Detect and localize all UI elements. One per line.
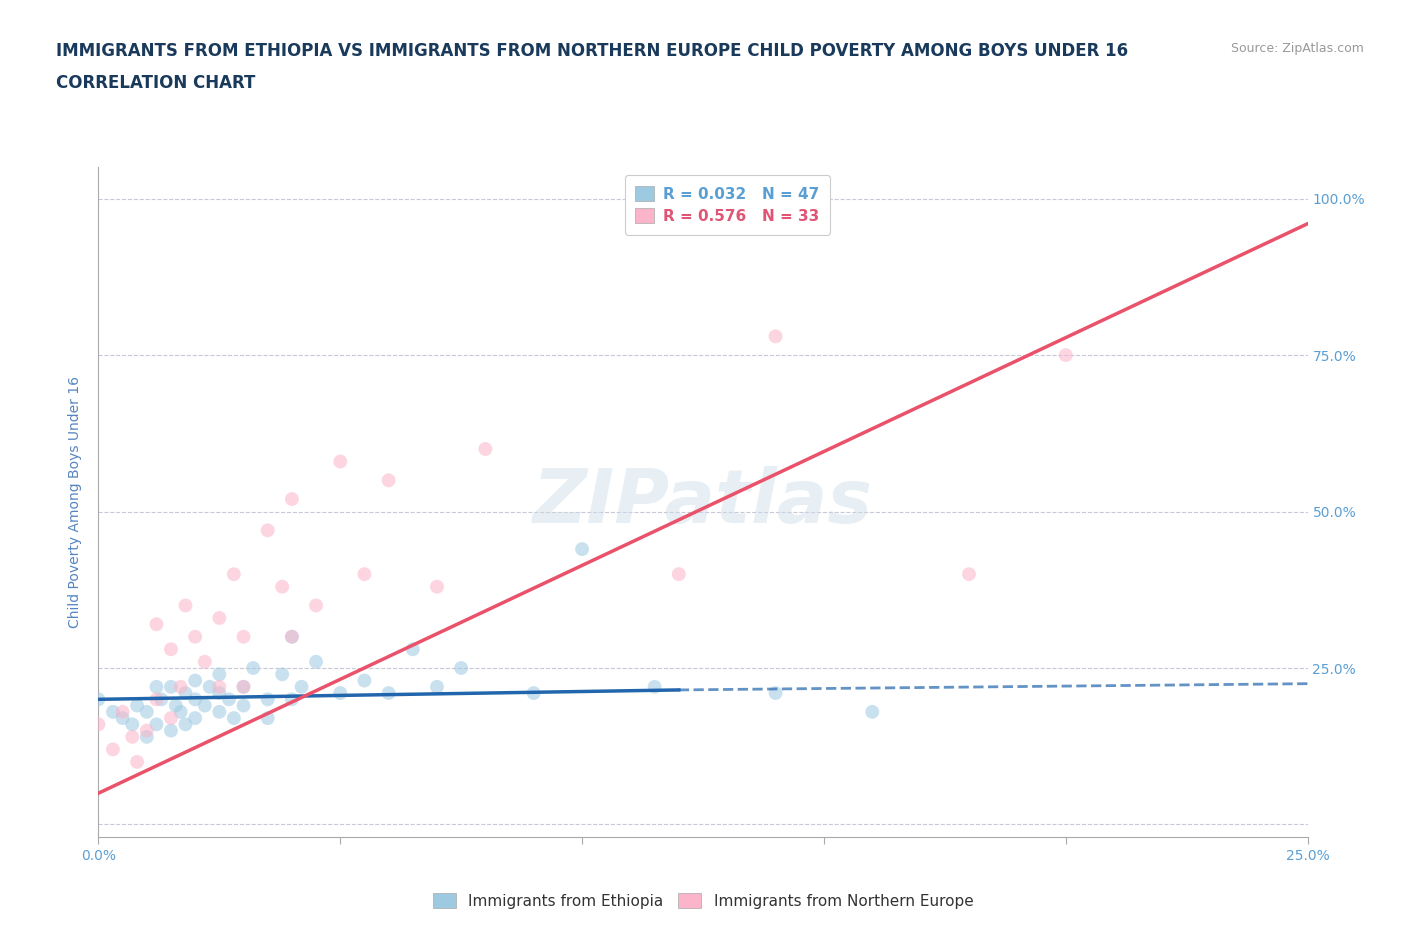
Point — [232, 680, 254, 695]
Point — [271, 667, 294, 682]
Point — [174, 685, 197, 700]
Point — [184, 692, 207, 707]
Point — [145, 617, 167, 631]
Point — [377, 472, 399, 487]
Text: ZIPatlas: ZIPatlas — [533, 466, 873, 538]
Point — [150, 692, 173, 707]
Point — [232, 680, 254, 695]
Point — [281, 692, 304, 707]
Point — [169, 680, 191, 695]
Text: Source: ZipAtlas.com: Source: ZipAtlas.com — [1230, 42, 1364, 55]
Point — [160, 680, 183, 695]
Point — [860, 704, 883, 719]
Point — [232, 698, 254, 713]
Point — [765, 685, 787, 700]
Point — [145, 680, 167, 695]
Point — [281, 492, 304, 507]
Point — [145, 692, 167, 707]
Point — [101, 704, 124, 719]
Point — [160, 724, 183, 738]
Text: CORRELATION CHART: CORRELATION CHART — [56, 74, 256, 92]
Point — [127, 698, 149, 713]
Point — [121, 717, 143, 732]
Point — [242, 660, 264, 675]
Point — [208, 685, 231, 700]
Point — [208, 680, 231, 695]
Point — [194, 698, 217, 713]
Y-axis label: Child Poverty Among Boys Under 16: Child Poverty Among Boys Under 16 — [69, 377, 83, 628]
Point — [135, 704, 157, 719]
Point — [87, 717, 110, 732]
Point — [305, 655, 328, 670]
Point — [256, 711, 278, 725]
Point — [198, 680, 221, 695]
Point — [184, 630, 207, 644]
Point — [329, 685, 352, 700]
Point — [184, 711, 207, 725]
Point — [184, 673, 207, 688]
Point — [1054, 348, 1077, 363]
Point — [765, 329, 787, 344]
Point — [174, 598, 197, 613]
Point — [127, 754, 149, 769]
Point — [135, 724, 157, 738]
Point — [145, 717, 167, 732]
Point — [329, 454, 352, 469]
Point — [523, 685, 546, 700]
Point — [271, 579, 294, 594]
Point — [668, 566, 690, 581]
Point — [426, 579, 449, 594]
Point — [957, 566, 980, 581]
Point — [353, 673, 375, 688]
Point — [101, 742, 124, 757]
Legend: Immigrants from Ethiopia, Immigrants from Northern Europe: Immigrants from Ethiopia, Immigrants fro… — [425, 885, 981, 916]
Point — [160, 642, 183, 657]
Point — [290, 680, 312, 695]
Point — [169, 704, 191, 719]
Point — [111, 704, 134, 719]
Point — [377, 685, 399, 700]
Point — [208, 610, 231, 625]
Point — [174, 717, 197, 732]
Point — [111, 711, 134, 725]
Point — [222, 711, 245, 725]
Point — [208, 704, 231, 719]
Point — [232, 630, 254, 644]
Point — [426, 680, 449, 695]
Point — [87, 692, 110, 707]
Point — [281, 630, 304, 644]
Point — [281, 630, 304, 644]
Point — [571, 541, 593, 556]
Point — [256, 692, 278, 707]
Point — [135, 729, 157, 744]
Point — [160, 711, 183, 725]
Point — [644, 680, 666, 695]
Point — [165, 698, 187, 713]
Point — [402, 642, 425, 657]
Point — [194, 655, 217, 670]
Point — [222, 566, 245, 581]
Point — [305, 598, 328, 613]
Point — [474, 442, 496, 457]
Text: IMMIGRANTS FROM ETHIOPIA VS IMMIGRANTS FROM NORTHERN EUROPE CHILD POVERTY AMONG : IMMIGRANTS FROM ETHIOPIA VS IMMIGRANTS F… — [56, 42, 1129, 60]
Point — [218, 692, 240, 707]
Point — [450, 660, 472, 675]
Point — [121, 729, 143, 744]
Point — [208, 667, 231, 682]
Point — [256, 523, 278, 538]
Point — [353, 566, 375, 581]
